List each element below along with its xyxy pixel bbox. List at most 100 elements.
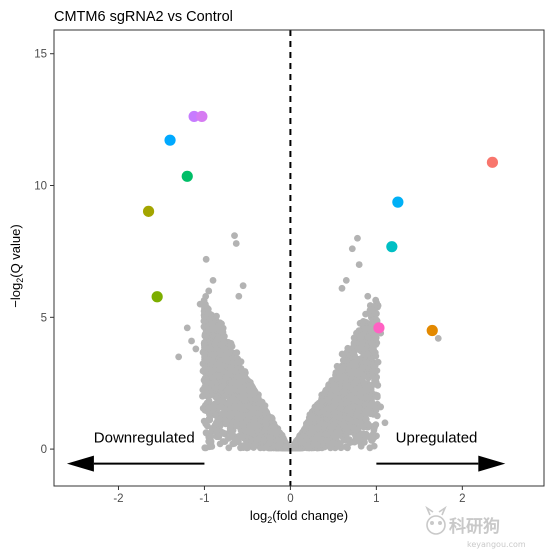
background-point [434, 334, 442, 342]
annotation-down-arrowhead [66, 455, 94, 472]
background-point [201, 383, 209, 391]
background-point [221, 438, 229, 445]
highlighted-point [373, 322, 385, 334]
background-point [231, 232, 238, 239]
background-point [199, 404, 207, 412]
background-point [209, 357, 217, 365]
background-point [313, 404, 321, 411]
background-point [222, 374, 230, 382]
highlighted-points [142, 110, 499, 337]
highlighted-point [392, 196, 404, 208]
x-axis: -2 -1 0 1 2 [113, 486, 466, 505]
background-point [377, 403, 385, 411]
background-point [192, 345, 200, 353]
background-point [266, 414, 273, 421]
background-point [366, 404, 373, 412]
x-tick-label: 0 [287, 493, 293, 505]
chart-title: CMTM6 sgRNA2 vs Control [54, 9, 233, 25]
highlighted-point [151, 291, 163, 303]
background-point [251, 441, 258, 449]
background-point [347, 408, 354, 416]
background-point [199, 367, 207, 375]
background-point [234, 373, 242, 380]
background-point [196, 300, 204, 308]
background-point [330, 381, 337, 389]
background-point [351, 395, 359, 403]
highlighted-point [164, 134, 176, 146]
x-tick-label: -1 [199, 493, 209, 505]
background-point [241, 396, 249, 404]
background-point [263, 409, 271, 416]
background-point [209, 367, 217, 375]
annotations: Downregulated Upregulated [66, 430, 506, 472]
background-point [349, 403, 356, 411]
y-axis-title: −log2(Q value) [8, 224, 25, 307]
background-point [369, 436, 376, 444]
background-point [337, 404, 345, 412]
background-point [333, 375, 341, 382]
background-point [340, 388, 348, 396]
background-point [326, 441, 334, 449]
background-point [355, 385, 363, 392]
y-axis: 0 5 10 15 [34, 49, 54, 456]
background-point [372, 375, 380, 383]
background-point [263, 443, 270, 451]
background-point [306, 419, 313, 427]
background-point [302, 424, 310, 432]
background-point [314, 442, 322, 449]
background-point [291, 440, 299, 448]
background-point [233, 403, 241, 411]
background-point [217, 384, 225, 391]
background-point [205, 404, 212, 412]
background-point [381, 419, 389, 427]
background-point [215, 325, 223, 332]
background-point [207, 438, 215, 445]
background-point [368, 340, 376, 348]
x-axis-title: log2(fold change) [250, 508, 348, 525]
background-point [374, 358, 382, 366]
background-point [213, 361, 221, 369]
background-point [319, 407, 327, 415]
background-point [231, 367, 239, 375]
y-tick-label: 5 [41, 312, 47, 324]
background-point [213, 312, 220, 320]
background-point [316, 422, 323, 430]
background-point [372, 352, 380, 360]
background-point [321, 421, 328, 429]
background-point [202, 255, 210, 263]
background-point [236, 379, 244, 387]
background-point [245, 402, 253, 410]
background-point [200, 340, 208, 347]
background-point [211, 340, 219, 347]
background-point [202, 429, 210, 437]
background-point [248, 429, 256, 437]
background-point [213, 427, 221, 435]
background-point [373, 393, 381, 401]
background-point [241, 372, 249, 379]
highlighted-point [196, 110, 208, 123]
highlighted-point [188, 110, 200, 123]
background-point [362, 310, 369, 318]
background-point [361, 410, 369, 417]
background-point [348, 419, 356, 426]
background-point [336, 413, 343, 421]
background-point [220, 339, 228, 346]
background-points [175, 232, 442, 452]
highlighted-point [486, 156, 499, 168]
background-point [183, 324, 191, 332]
background-point [252, 395, 259, 403]
background-point [364, 292, 372, 300]
background-point [206, 410, 213, 418]
background-point [357, 332, 365, 340]
background-point [215, 372, 223, 380]
background-point [226, 387, 234, 395]
background-point [227, 339, 235, 347]
background-point [370, 426, 378, 434]
background-point [229, 394, 237, 402]
background-point [200, 417, 208, 425]
background-point [360, 371, 367, 379]
background-point [262, 421, 270, 428]
background-point [359, 318, 367, 325]
y-tick-label: 10 [34, 181, 47, 193]
y-tick-label: 15 [34, 49, 47, 61]
